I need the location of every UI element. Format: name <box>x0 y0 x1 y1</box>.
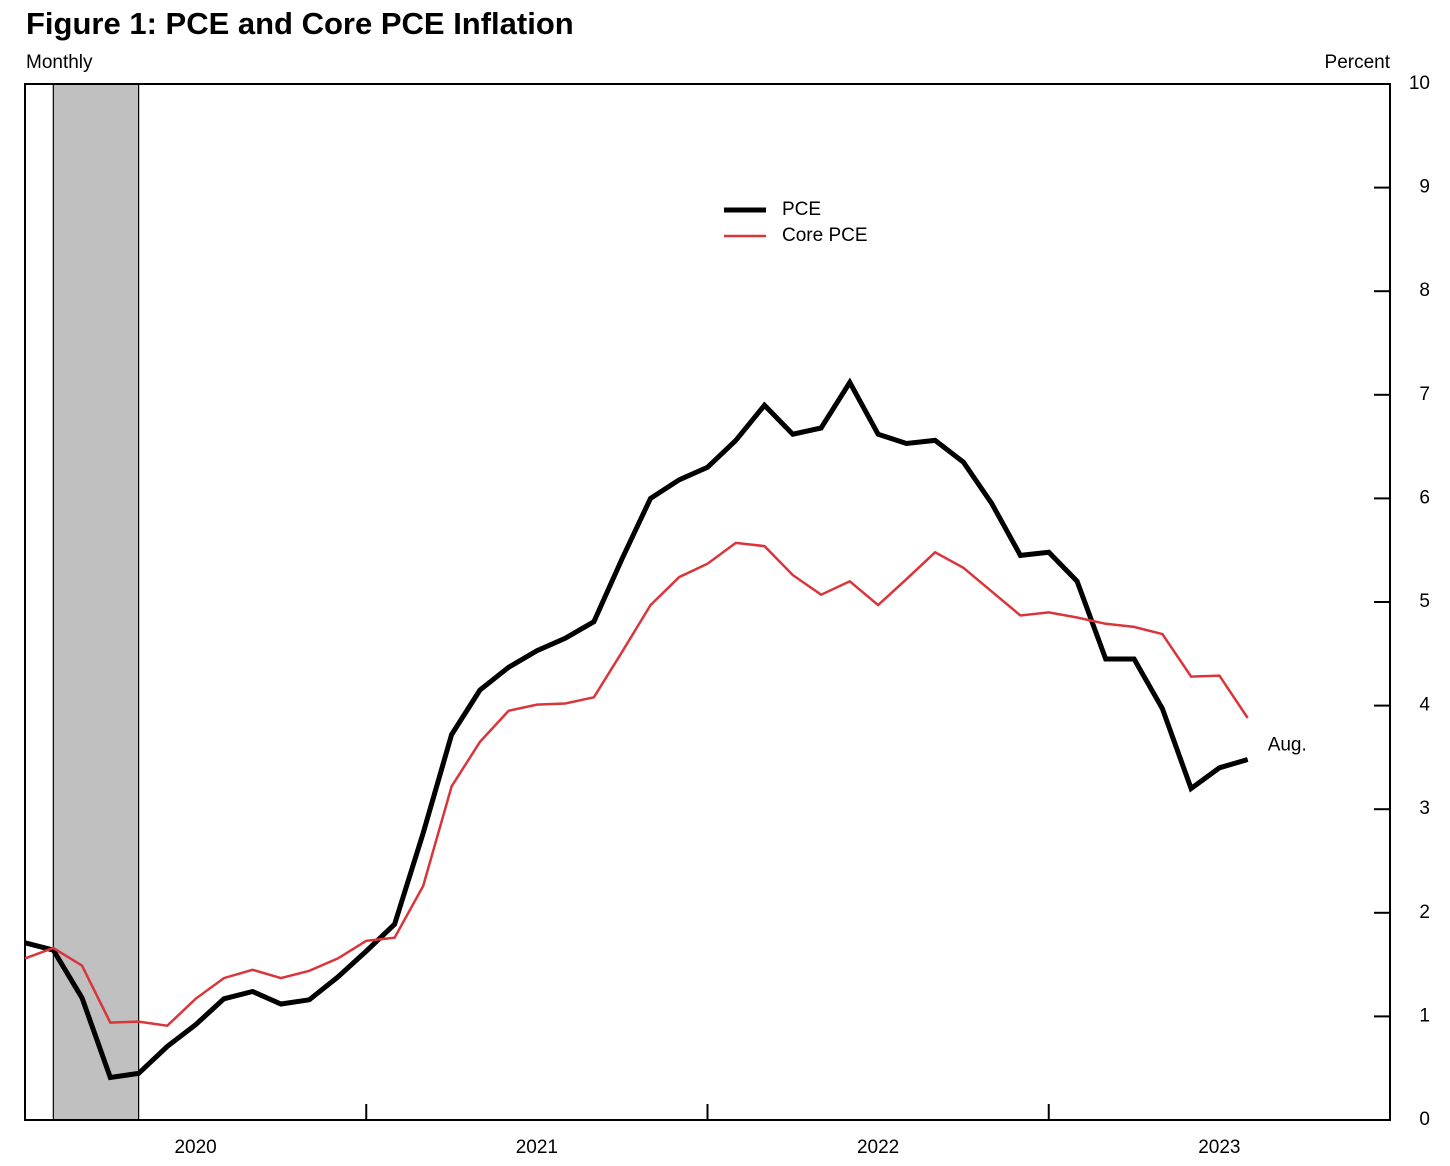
y-tick-label: 8 <box>1419 280 1430 301</box>
plot-frame <box>24 83 1391 1121</box>
subtitle: Monthly <box>26 52 93 73</box>
y-tick-label: 3 <box>1419 798 1430 819</box>
chart-title: Figure 1: PCE and Core PCE Inflation <box>26 6 574 41</box>
y-tick-label: 4 <box>1419 695 1430 716</box>
x-tick-label: 2020 <box>174 1137 216 1158</box>
y-tick-label: 2 <box>1419 902 1430 923</box>
y-axis-label: Percent <box>1325 52 1391 73</box>
annotation: Aug. <box>1268 734 1307 755</box>
y-tick-label: 7 <box>1419 384 1430 405</box>
y-tick-label: 6 <box>1419 487 1430 508</box>
y-tick-label: 10 <box>1409 73 1430 94</box>
series-line <box>24 541 1249 1028</box>
legend-label: PCE <box>782 199 821 220</box>
legend-label: Core PCE <box>782 225 868 246</box>
series-line <box>24 377 1249 1081</box>
y-tick-label: 5 <box>1419 591 1430 612</box>
x-tick-label: 2021 <box>516 1137 558 1158</box>
y-tick-label: 9 <box>1419 177 1430 198</box>
x-tick-label: 2022 <box>857 1137 899 1158</box>
y-tick-label: 0 <box>1419 1109 1430 1130</box>
x-tick-label: 2023 <box>1198 1137 1240 1158</box>
y-tick-label: 1 <box>1419 1005 1430 1026</box>
recession-shade <box>52 83 140 1121</box>
